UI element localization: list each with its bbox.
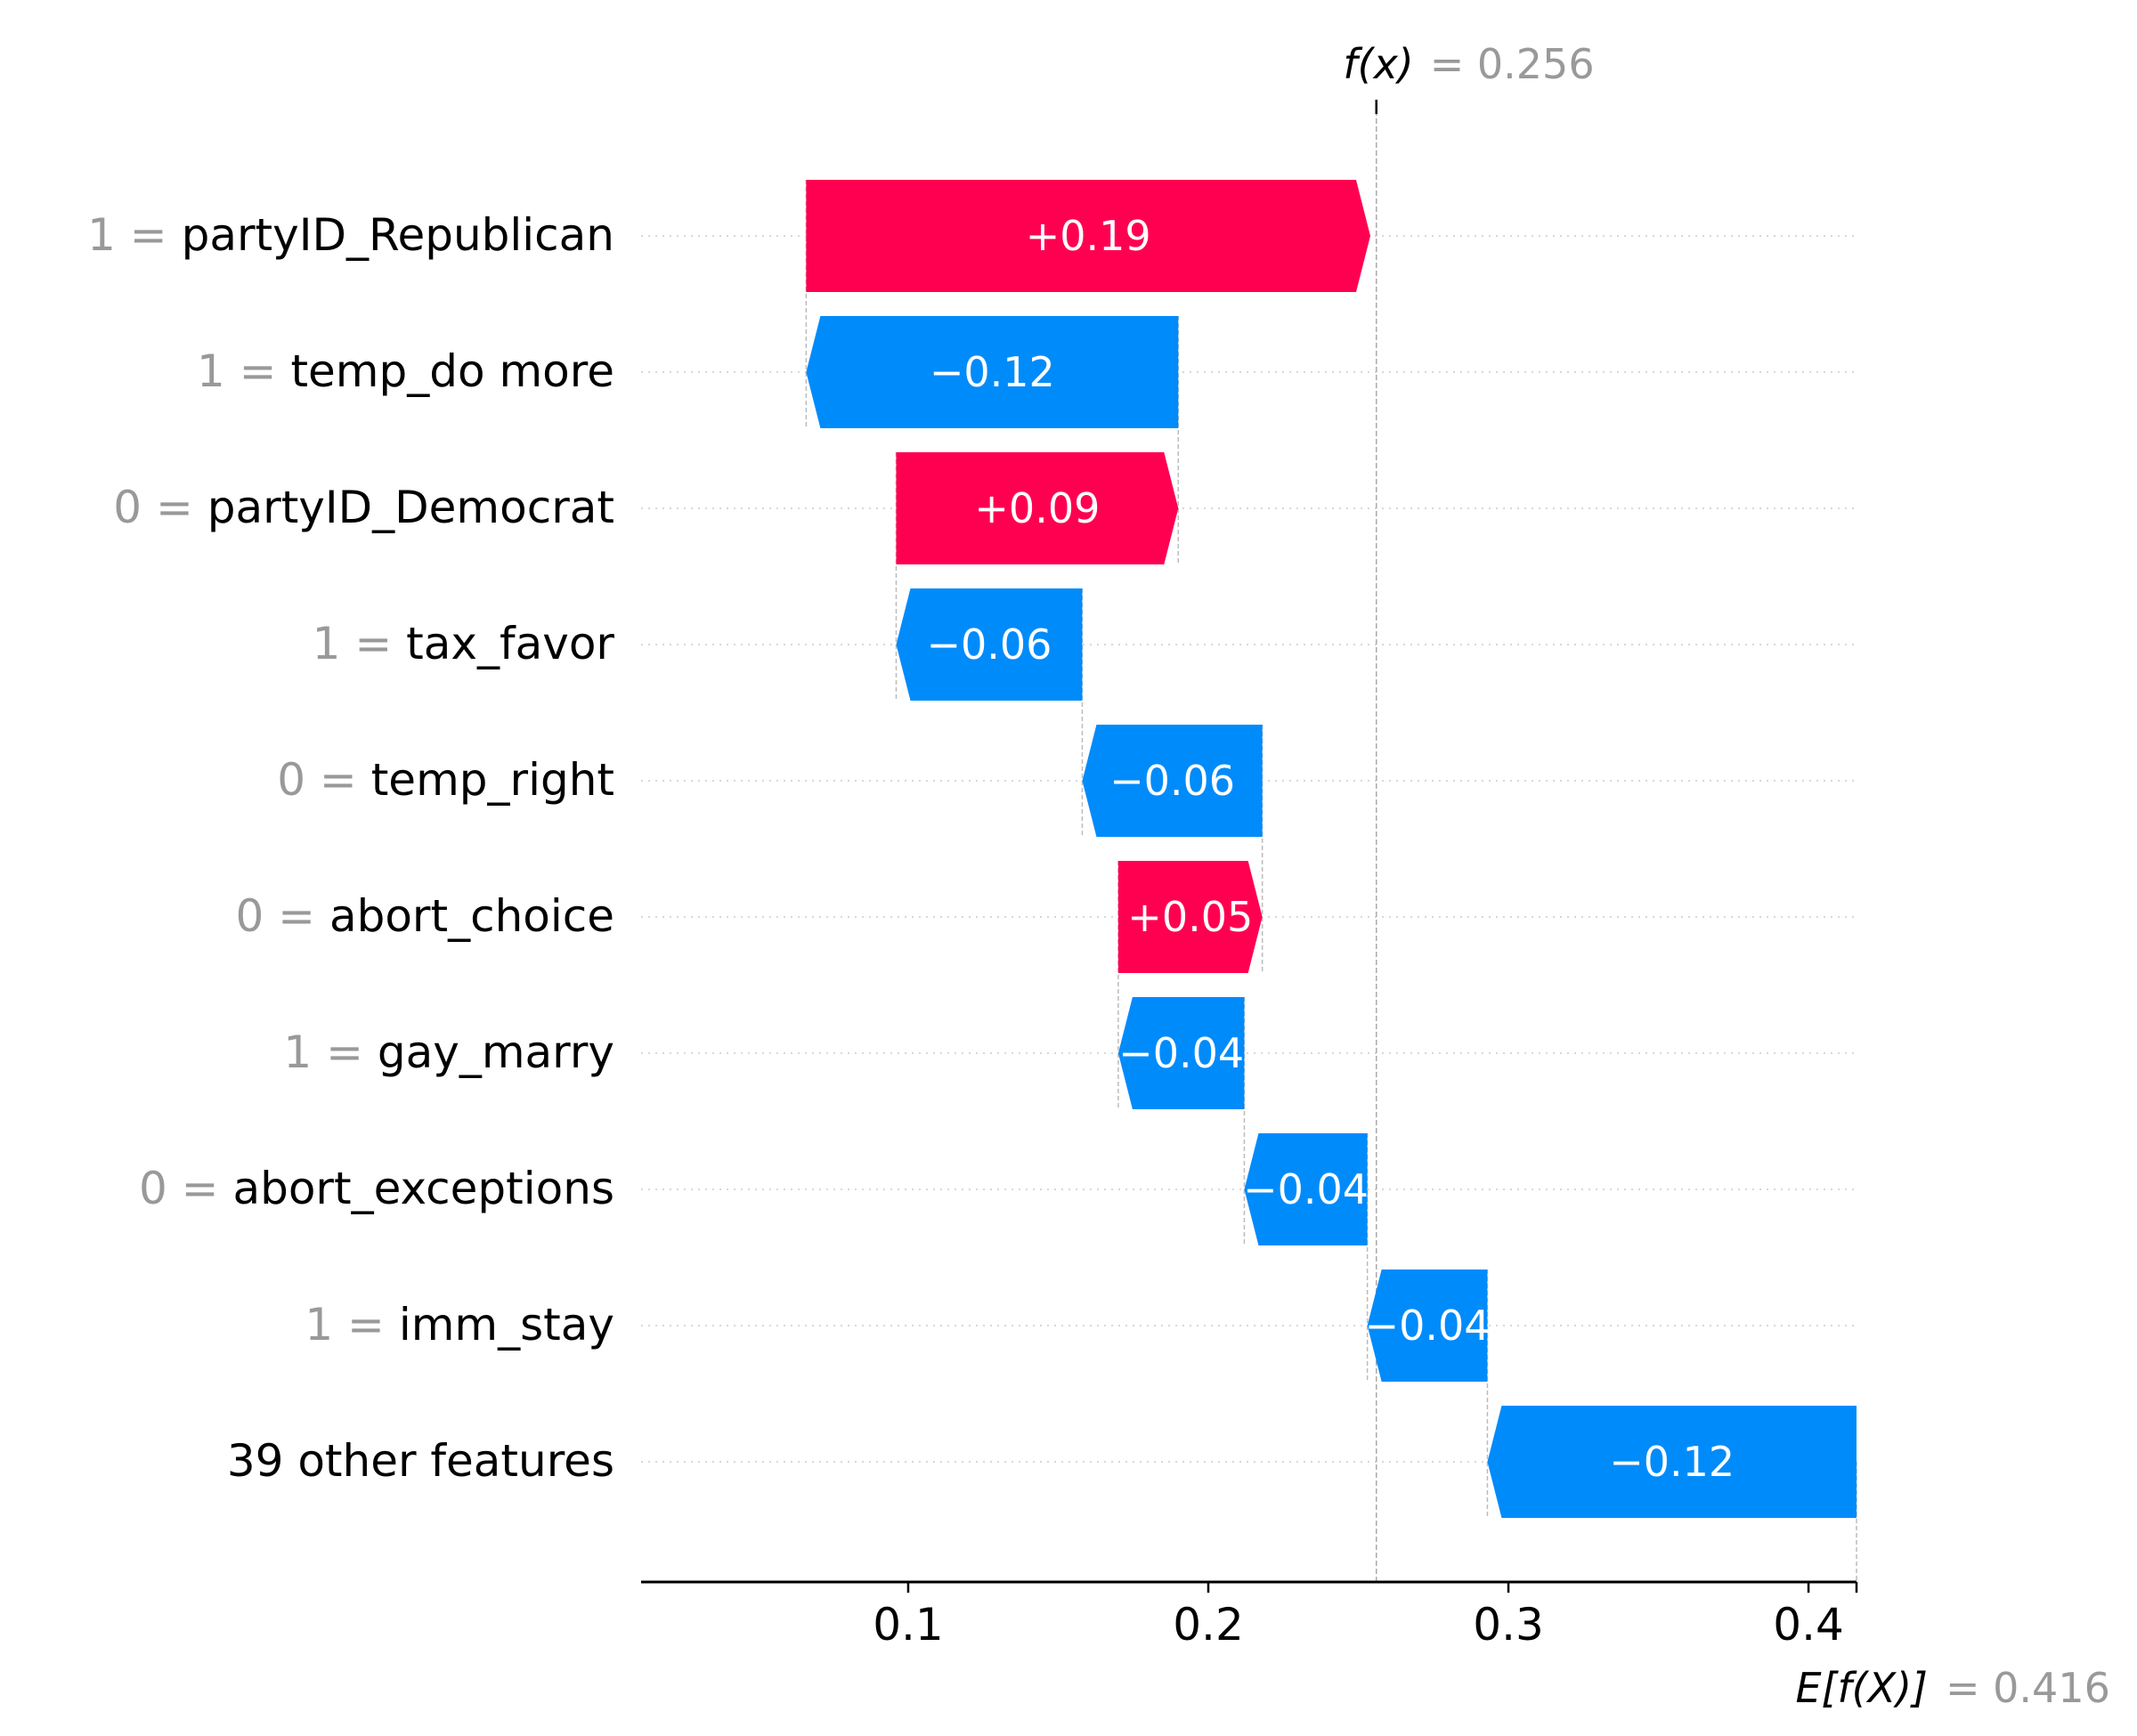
feature-name: partyID_Democrat	[207, 482, 614, 533]
feature-label: 0 = partyID_Democrat	[113, 482, 614, 533]
feature-name: abort_exceptions	[232, 1163, 614, 1214]
negative-shap-bar	[1117, 997, 1245, 1109]
feature-value: 0 =	[235, 890, 329, 942]
feature-label: 1 = temp_do more	[197, 345, 614, 397]
feature-name: imm_stay	[399, 1299, 614, 1351]
bar-value-label: +0.19	[1026, 212, 1151, 260]
feature-value: 1 =	[313, 618, 407, 669]
fx-label: f(x)	[1343, 40, 1413, 88]
feature-name: gay_marry	[378, 1026, 614, 1078]
feature-value: 0 =	[277, 754, 371, 806]
fx-value: = 0.256	[1430, 40, 1595, 88]
negative-shap-bar	[1487, 1406, 1857, 1518]
feature-name: tax_favor	[406, 618, 614, 669]
feature-value: 0 =	[139, 1163, 233, 1214]
feature-value: 1 =	[197, 345, 291, 397]
negative-shap-bar	[806, 316, 1179, 428]
negative-shap-bar	[1244, 1133, 1368, 1245]
negative-shap-bar	[1367, 1270, 1488, 1382]
feature-label: 0 = abort_exceptions	[139, 1163, 614, 1214]
x-axis: 0.1 0.2 0.3 0.4	[641, 1580, 1858, 1651]
feature-label: 0 = abort_choice	[235, 890, 614, 942]
feature-value: 0 =	[113, 482, 207, 533]
expected-value-value: = 0.416	[1946, 1664, 2110, 1712]
feature-value: 1 =	[305, 1299, 399, 1351]
feature-label: 1 = partyID_Republican	[87, 209, 614, 261]
feature-label: 1 = gay_marry	[283, 1026, 614, 1078]
bar-value-label: −0.12	[1609, 1438, 1735, 1486]
x-tick-label: 0.4	[1773, 1599, 1844, 1651]
bar-value-label: −0.12	[930, 348, 1055, 396]
feature-name: abort_choice	[329, 890, 614, 942]
bar-value-label: −0.06	[1109, 757, 1235, 805]
feature-name: temp_do more	[290, 345, 614, 397]
feature-label: 1 = tax_favor	[313, 618, 615, 669]
bar-value-label: +0.05	[1127, 893, 1253, 941]
feature-value: 1 =	[283, 1026, 378, 1078]
feature-value: 1 =	[87, 209, 182, 261]
x-tick-label: 0.2	[1173, 1599, 1244, 1651]
x-tick-label: 0.1	[873, 1599, 944, 1651]
feature-name: temp_right	[371, 754, 614, 806]
shap-bars: +0.19 −0.12 +0.09 −0.06 −0.06 +0.05 −0.04 −0.04…	[806, 180, 1857, 1518]
bar-value-label: −0.06	[926, 621, 1052, 669]
bar-value-label: −0.04	[1365, 1302, 1491, 1350]
positive-shap-bar	[1117, 861, 1263, 973]
positive-shap-bar	[806, 180, 1370, 292]
x-tick-label: 0.3	[1473, 1599, 1544, 1651]
positive-shap-bar	[896, 452, 1179, 564]
expected-value-label: E[f(X)]	[1795, 1664, 1928, 1712]
feature-name: 39 other features	[227, 1435, 614, 1487]
feature-label: 39 other features	[227, 1435, 614, 1487]
feature-name: partyID_Republican	[182, 209, 614, 261]
negative-shap-bar	[1082, 725, 1263, 837]
feature-label: 1 = imm_stay	[305, 1299, 614, 1351]
bar-value-label: −0.04	[1118, 1029, 1244, 1077]
bar-value-label: +0.09	[974, 484, 1100, 532]
bar-value-label: −0.04	[1243, 1165, 1369, 1213]
bar-connectors	[805, 180, 1857, 1582]
feature-label: 0 = temp_right	[277, 754, 614, 806]
expected-value-annotation: E[f(X)] = 0.416	[1795, 1664, 2109, 1712]
fx-annotation: f(x) = 0.256	[1343, 40, 1594, 88]
negative-shap-bar	[896, 588, 1083, 701]
